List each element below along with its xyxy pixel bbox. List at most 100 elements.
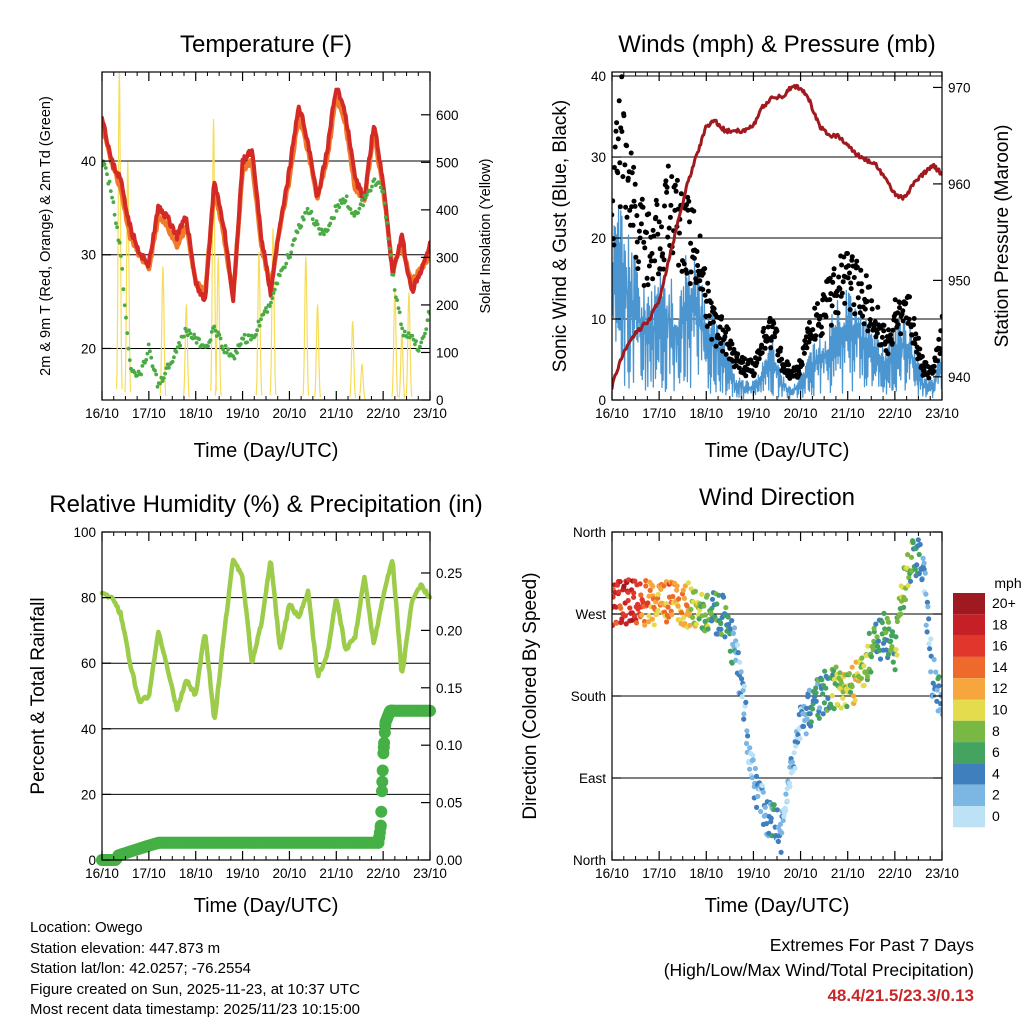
dewpoint-point [256,319,261,324]
dewpoint-point [301,217,306,222]
direction-point [924,599,931,606]
gust-point [685,194,691,200]
dewpoint-point [285,253,290,257]
dewpoint-point [209,330,214,334]
direction-point [927,646,933,652]
direction-point [646,593,652,599]
gust-point [895,310,901,316]
solar-insolation-peak [349,321,357,398]
temperature-xtick-label: 22/10 [366,406,400,421]
direction-point [701,603,707,609]
dewpoint-point [257,323,262,328]
gust-point [634,213,640,219]
dewpoint-point [163,371,168,376]
dewpoint-point [259,317,263,322]
dewpoint-point [352,214,357,218]
direction-plot-area [612,537,942,855]
gust-point [743,373,749,379]
dewpoint-point [314,219,319,224]
direction-point [777,821,784,827]
dewpoint-point [125,331,130,335]
dewpoint-point [119,254,123,258]
gust-point [735,351,741,357]
dewpoint-point [383,215,388,220]
dewpoint-point [288,255,292,259]
winds-xtick-label: 19/10 [737,406,771,421]
gust-point [830,279,836,285]
gust-point [642,245,648,251]
direction-point [833,664,839,670]
direction-point [675,603,681,609]
humidity-ytick-label: 40 [81,722,96,737]
dewpoint-point [265,310,270,314]
direction-point [804,716,810,722]
dewpoint-point [385,221,389,225]
gust-point [801,350,807,356]
gust-point [823,314,829,320]
dewpoint-point [170,359,175,364]
dewpoint-point [110,195,114,200]
direction-point [866,630,872,637]
gust-point [645,282,651,288]
direction-point [678,610,685,616]
direction-point [933,669,939,675]
dewpoint-point [174,350,179,354]
dewpoint-point [115,225,119,230]
gust-point [705,280,711,286]
humidity-ytick-right-label: 0.15 [436,681,462,696]
direction-point [674,583,680,589]
direction-point [740,687,746,694]
temperature-title: Temperature (F) [180,31,352,58]
direction-point [758,808,764,815]
dewpoint-point [421,334,426,339]
direction-point [916,571,922,577]
dewpoint-point [322,232,326,237]
direction-point [655,591,661,598]
gust-point [759,350,765,356]
direction-ytick-label: South [571,689,606,704]
speed-legend-label: 16 [992,638,1008,654]
dewpoint-point [343,199,348,203]
gust-point [775,352,781,358]
dewpoint-point [155,384,160,389]
gust-point [736,365,742,371]
direction-point [926,641,932,647]
gust-point [875,304,881,310]
direction-point [643,578,649,584]
temp-2m-line [102,87,430,304]
direction-point [889,629,896,635]
gust-point [628,150,634,156]
direction-point [893,634,899,640]
gust-point [654,202,660,208]
direction-point [894,618,901,625]
direction-ytick-label: North [573,853,606,868]
gust-point [827,275,833,281]
direction-point [680,587,686,593]
direction-point [901,604,907,611]
dewpoint-point [310,217,315,222]
direction-point [868,654,875,660]
direction-point [762,804,768,810]
humidity-ytick-label: 100 [73,525,96,540]
winds-xtick-label: 18/10 [689,406,723,421]
gust-point [827,297,833,303]
direction-point [806,687,813,693]
temperature-ytick-label: 40 [81,154,96,169]
dewpoint-point [419,340,424,345]
gust-point [906,316,912,322]
rainfall-point [386,704,399,717]
direction-point [722,634,728,640]
direction-point [674,587,680,593]
dewpoint-point [126,346,131,351]
gust-point [723,351,729,357]
dewpoint-point [182,334,186,339]
gust-point [731,346,737,352]
gust-point [706,313,712,319]
dewpoint-point [325,228,330,233]
gust-point [678,191,684,197]
gust-point [847,270,852,276]
dewpoint-point [120,267,125,271]
direction-xtick-label: 16/10 [595,866,629,881]
gust-point [663,178,669,184]
gust-point [864,298,870,304]
